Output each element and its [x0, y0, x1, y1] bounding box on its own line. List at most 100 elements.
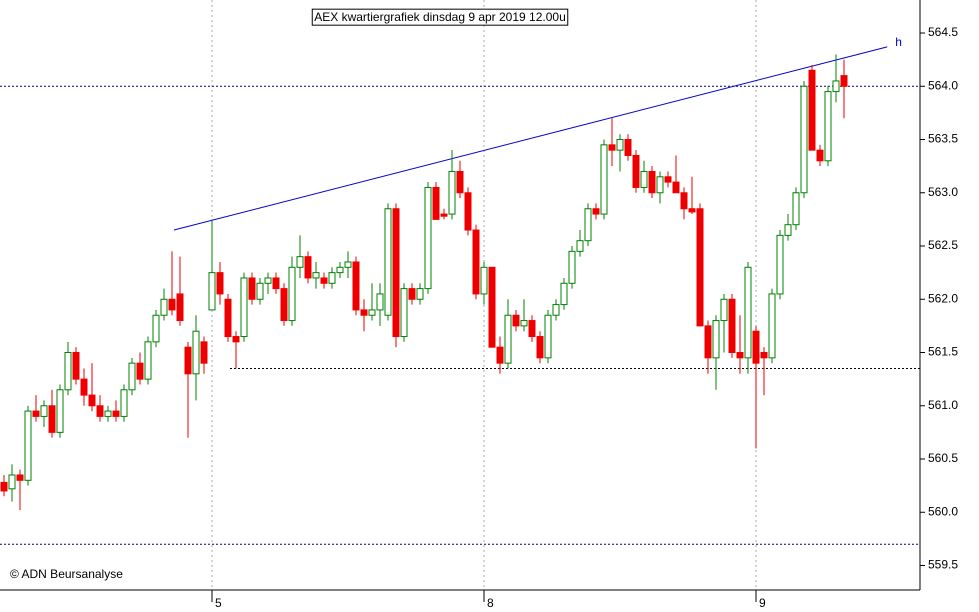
candle-body: [736, 352, 744, 359]
x-tick-label: 8: [487, 596, 494, 610]
y-tick-label: 561.0: [928, 398, 958, 412]
candle-body: [88, 394, 96, 407]
candle-body: [728, 298, 736, 354]
candle-body: [680, 192, 688, 210]
candle-body: [400, 288, 408, 338]
candle-body: [16, 474, 24, 481]
candle-body: [328, 272, 336, 284]
candle-body: [528, 320, 536, 338]
candle-body: [760, 352, 768, 359]
candle-body: [384, 208, 392, 316]
candle-body: [232, 336, 240, 343]
y-tick-label: 560.5: [928, 451, 958, 465]
candle-body: [312, 272, 320, 279]
candle-body: [80, 378, 88, 396]
candle-body: [800, 85, 808, 194]
candle-body: [208, 272, 216, 311]
candle-body: [448, 170, 456, 215]
y-tick-label: 560.0: [928, 504, 958, 518]
candle-layer: [0, 54, 848, 511]
candle-body: [168, 298, 176, 311]
candle-body: [456, 170, 464, 194]
candle-body: [512, 314, 520, 327]
candle-body: [296, 256, 304, 268]
y-tick-label: 559.5: [928, 558, 958, 572]
reference-layer: h: [0, 35, 920, 545]
candle-body: [656, 176, 664, 194]
candle-body: [320, 277, 328, 284]
candle-body: [536, 336, 544, 359]
x-tick-label: 9: [759, 596, 766, 610]
candle-body: [808, 69, 816, 151]
candle-body: [128, 362, 136, 391]
trendline-label: h: [895, 35, 902, 49]
chart-title: AEX kwartiergrafiek dinsdag 9 apr 2019 1…: [314, 10, 566, 24]
candle-body: [240, 277, 248, 338]
candle-body: [216, 272, 224, 295]
candle-body: [224, 298, 232, 338]
x-tick-label: 5: [215, 596, 222, 610]
candle-body: [144, 341, 152, 380]
candle-body: [72, 352, 80, 380]
candle-body: [688, 208, 696, 213]
candle-body: [280, 288, 288, 322]
candle-body: [408, 288, 416, 300]
candle-body: [744, 266, 752, 359]
candle-body: [784, 224, 792, 236]
candle-body: [632, 154, 640, 188]
candle-body: [568, 250, 576, 284]
candle-body: [264, 277, 272, 284]
candle-body: [360, 309, 368, 316]
candle-body: [248, 277, 256, 300]
candle-body: [56, 389, 64, 433]
candle-body: [776, 234, 784, 295]
candle-body: [504, 314, 512, 364]
candle-body: [152, 314, 160, 343]
y-tick-label: 562.0: [928, 291, 958, 305]
candle-body: [416, 288, 424, 300]
candle-body: [624, 139, 632, 156]
candle-body: [472, 229, 480, 295]
candle-body: [704, 325, 712, 359]
candle-body: [560, 282, 568, 306]
candle-body: [256, 282, 264, 300]
candle-body: [640, 170, 648, 188]
candle-body: [488, 266, 496, 348]
candle-body: [392, 208, 400, 338]
candle-body: [592, 208, 600, 215]
candle-body: [352, 261, 360, 311]
candle-body: [672, 181, 680, 194]
candle-body: [720, 298, 728, 322]
candle-body: [464, 192, 472, 231]
candle-body: [648, 170, 656, 194]
candle-body: [192, 330, 200, 375]
y-tick-label: 561.5: [928, 345, 958, 359]
candle-body: [496, 346, 504, 364]
y-tick-label: 564.5: [928, 25, 958, 39]
candle-body: [8, 474, 16, 490]
candle-body: [520, 320, 528, 327]
candle-body: [792, 192, 800, 226]
candle-body: [96, 405, 104, 417]
candle-body: [32, 410, 40, 417]
candle-body: [840, 75, 848, 87]
candle-body: [616, 139, 624, 151]
candle-body: [440, 213, 448, 217]
y-tick-label: 564.0: [928, 78, 958, 92]
candle-body: [120, 389, 128, 417]
source-note: © ADN Beursanalyse: [10, 567, 123, 581]
candle-body: [336, 266, 344, 274]
trendline: [173, 46, 888, 231]
candle-body: [424, 186, 432, 290]
candle-body: [480, 266, 488, 295]
candle-body: [544, 314, 552, 359]
y-tick-label: 563.5: [928, 132, 958, 146]
candle-body: [64, 352, 72, 391]
axis-layer: 559.5 560.0 560.5 561.0 561.5 562.0 562.5 563.0…: [0, 0, 958, 610]
candle-body: [368, 309, 376, 316]
candle-body: [752, 330, 760, 364]
candle-body: [432, 186, 440, 220]
candle-body: [48, 405, 56, 433]
